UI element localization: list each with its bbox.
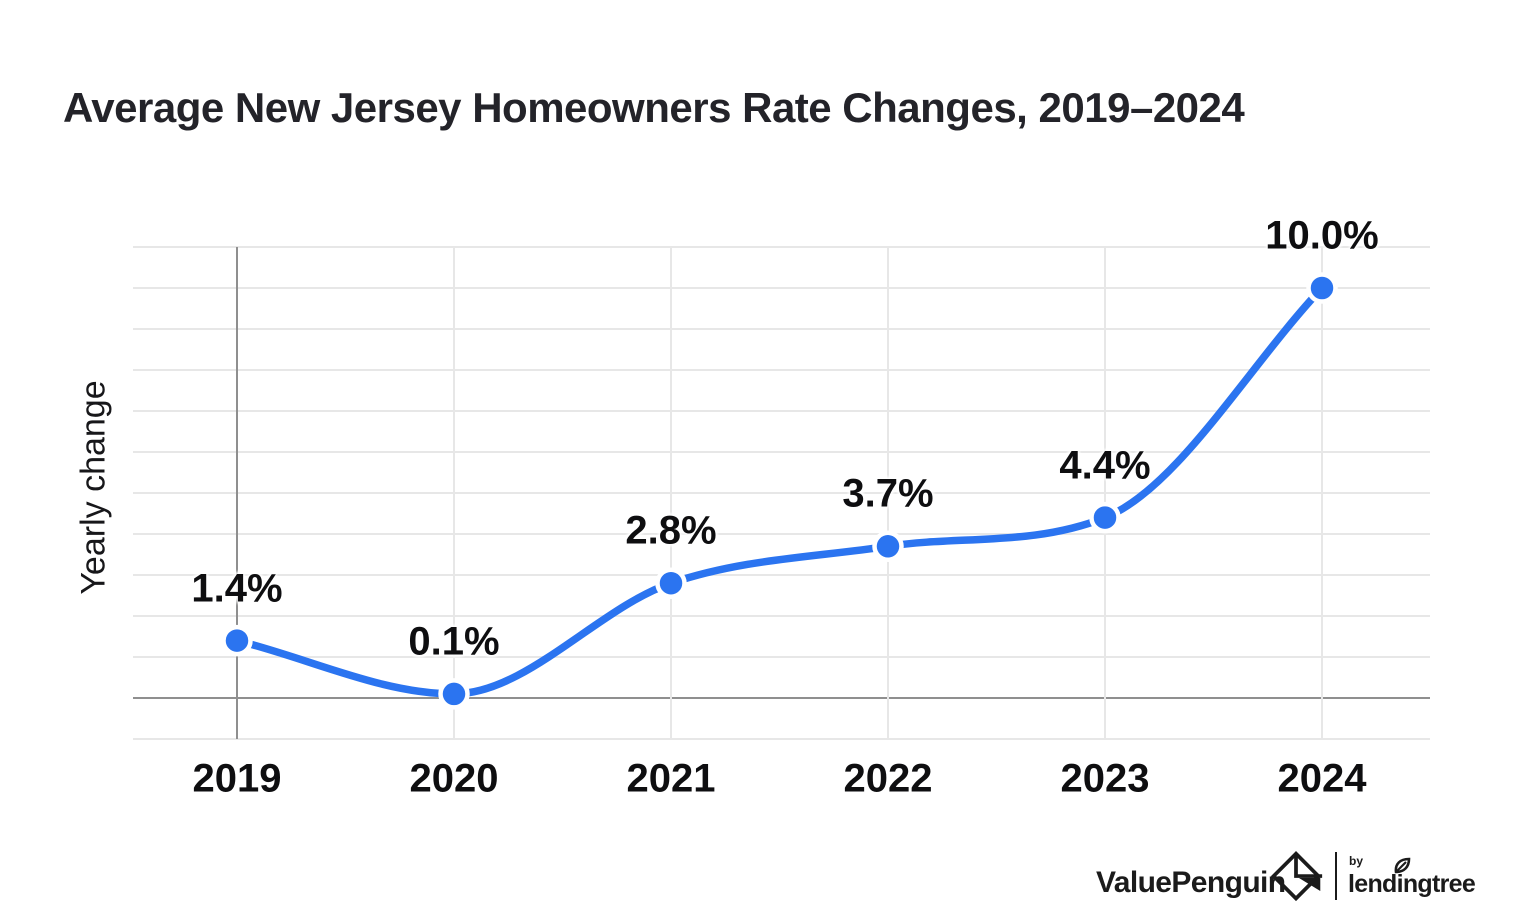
data-label-2019: 1.4% bbox=[191, 566, 283, 611]
data-point-2024 bbox=[1306, 272, 1338, 304]
data-label-2022: 3.7% bbox=[842, 471, 934, 516]
x-tick-2024: 2024 bbox=[1277, 756, 1367, 801]
data-label-2023: 4.4% bbox=[1059, 443, 1151, 488]
trend-line bbox=[233, 284, 1326, 698]
data-label-2024: 10.0% bbox=[1265, 213, 1379, 258]
data-point-2021 bbox=[655, 567, 687, 599]
chart-title: Average New Jersey Homeowners Rate Chang… bbox=[63, 84, 1245, 131]
x-tick-2022: 2022 bbox=[843, 756, 933, 801]
data-label-2020: 0.1% bbox=[408, 619, 500, 664]
data-point-2023 bbox=[1089, 501, 1121, 534]
data-point-2019 bbox=[221, 624, 253, 657]
x-tick-2021: 2021 bbox=[626, 756, 716, 801]
x-tick-2023: 2023 bbox=[1060, 756, 1150, 801]
data-point-2020 bbox=[438, 678, 470, 710]
x-tick-2020: 2020 bbox=[409, 756, 499, 801]
x-tick-2019: 2019 bbox=[192, 756, 282, 801]
data-point-2022 bbox=[872, 530, 904, 563]
data-label-2021: 2.8% bbox=[625, 508, 717, 553]
